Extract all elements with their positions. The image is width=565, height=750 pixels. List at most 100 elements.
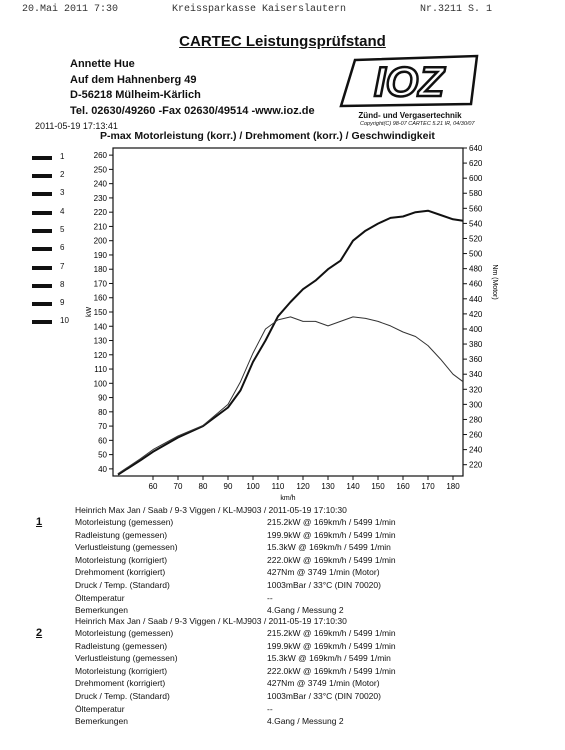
legend-item: 8 (30, 280, 90, 292)
result-row: Bemerkungen 4.Gang / Messung 2 (75, 605, 535, 617)
y-right-tick-label: 220 (469, 461, 483, 470)
y-right-tick-label: 400 (469, 325, 483, 334)
result-row: Öltemperatur -- (75, 593, 535, 605)
legend-item: 1 (30, 152, 90, 164)
y-right-tick-label: 240 (469, 446, 483, 455)
fax-sender: Kreissparkasse Kaiserslautern (172, 4, 347, 15)
result-value: 222.0kW @ 169km/h / 5499 1/min (267, 554, 396, 565)
result-row: Motorleistung (gemessen) 215.2kW @ 169km/… (75, 517, 535, 529)
result-row: Öltemperatur -- (75, 704, 535, 716)
x-tick-label: 150 (371, 482, 385, 491)
result-label: Motorleistung (gemessen) (75, 628, 174, 638)
y-right-tick-label: 580 (469, 189, 483, 198)
ioz-logo: IOZ Zünd- und Vergasertechnik (339, 54, 479, 120)
x-axis-label: km/h (280, 495, 295, 500)
y-right-axis-label: Nm (Motor) (491, 264, 498, 299)
result-row: Druck / Temp. (Standard) 1003mBar / 33°C … (75, 691, 535, 703)
legend-label: 5 (60, 225, 65, 234)
page-title: CARTEC Leistungsprüfstand (179, 33, 386, 50)
legend-item: 2 (30, 170, 90, 182)
legend-swatch (32, 211, 52, 215)
y-right-tick-label: 480 (469, 265, 483, 274)
result-label: Drehmoment (korrigiert) (75, 678, 166, 689)
y-left-tick-label: 250 (94, 165, 108, 174)
y-left-tick-label: 200 (94, 237, 108, 246)
x-tick-label: 180 (446, 482, 460, 491)
y-right-tick-label: 340 (469, 370, 483, 379)
result-value: 199.9kW @ 169km/h / 5499 1/min (267, 529, 396, 540)
legend-item: 5 (30, 225, 90, 237)
y-right-tick-label: 440 (469, 295, 483, 304)
legend-label: 8 (60, 280, 65, 289)
legend-label: 7 (60, 262, 65, 271)
x-tick-label: 100 (246, 482, 260, 491)
legend-swatch (32, 284, 52, 288)
y-left-axis-label: kW (86, 307, 93, 318)
legend-item: 6 (30, 243, 90, 255)
legend-label: 4 (60, 207, 65, 216)
y-left-tick-label: 240 (94, 180, 108, 189)
result-label: Radleistung (gemessen) (75, 529, 168, 540)
x-tick-label: 130 (321, 482, 335, 491)
y-left-tick-label: 150 (94, 308, 108, 317)
result-value: 15.3kW @ 169km/h / 5499 1/min (267, 542, 391, 553)
result-value: 4.Gang / Messung 2 (267, 716, 344, 727)
chart-timestamp: 2011-05-19 17:13:41 (35, 121, 118, 131)
y-left-tick-label: 160 (94, 294, 108, 303)
run-header: Heinrich Max Jan / Saab / 9-3 Viggen / K… (75, 616, 347, 626)
legend-label: 6 (60, 243, 65, 252)
legend-item: 10 (30, 316, 90, 328)
result-label: Motorleistung (korrigiert) (75, 665, 168, 676)
result-label: Öltemperatur (75, 592, 125, 603)
torque-curve (117, 316, 464, 475)
result-row: Motorleistung (gemessen) 215.2kW @ 169km/… (75, 628, 535, 640)
y-right-tick-label: 280 (469, 415, 483, 424)
result-value: 199.9kW @ 169km/h / 5499 1/min (267, 640, 396, 651)
x-tick-label: 140 (346, 482, 360, 491)
fax-number: Nr.3211 S. 1 (420, 4, 493, 15)
result-label: Radleistung (gemessen) (75, 640, 168, 651)
y-left-tick-label: 230 (94, 194, 108, 203)
y-left-tick-label: 180 (94, 265, 108, 274)
y-left-tick-label: 190 (94, 251, 108, 260)
result-value: 15.3kW @ 169km/h / 5499 1/min (267, 653, 391, 664)
result-label: Drehmoment (korrigiert) (75, 567, 166, 578)
fax-date: 20.Mai 2011 7:30 (22, 4, 119, 15)
y-right-tick-label: 320 (469, 385, 483, 394)
legend-swatch (32, 192, 52, 196)
result-value: -- (267, 592, 273, 603)
result-row: Radleistung (gemessen) 199.9kW @ 169km/h … (75, 641, 535, 653)
y-right-tick-label: 540 (469, 219, 483, 228)
y-right-tick-label: 420 (469, 310, 483, 319)
result-label: Öltemperatur (75, 703, 125, 714)
y-left-tick-label: 120 (94, 351, 108, 360)
y-left-tick-label: 220 (94, 208, 108, 217)
result-value: 427Nm @ 3749 1/min (Motor) (267, 678, 380, 689)
legend-swatch (32, 174, 52, 178)
y-right-tick-label: 620 (469, 159, 483, 168)
power-curve (117, 209, 464, 476)
legend-swatch (32, 302, 52, 306)
legend-label: 10 (60, 316, 69, 325)
result-label: Druck / Temp. (Standard) (75, 580, 170, 590)
result-label: Druck / Temp. (Standard) (75, 691, 170, 701)
x-tick-label: 120 (296, 482, 310, 491)
y-right-tick-label: 260 (469, 431, 483, 440)
run-header: Heinrich Max Jan / Saab / 9-3 Viggen / K… (75, 505, 347, 515)
fax-header: 20.Mai 2011 7:30 Kreissparkasse Kaisersl… (0, 2, 565, 18)
address-street: Auf dem Hahnenberg 49 (70, 73, 197, 86)
address-city: D-56218 Mülheim-Kärlich (70, 89, 201, 101)
legend-item: 4 (30, 207, 90, 219)
copyright: Copyright(C) 98-07 CARTEC 5.21 IR, 04/30… (360, 121, 475, 127)
x-tick-label: 110 (272, 482, 285, 491)
result-label: Bemerkungen (75, 716, 128, 727)
y-left-tick-label: 110 (94, 365, 107, 374)
y-left-tick-label: 210 (94, 222, 108, 231)
legend-label: 1 (60, 152, 65, 161)
y-left-tick-label: 130 (94, 337, 108, 346)
result-label: Bemerkungen (75, 605, 128, 616)
y-right-tick-label: 560 (469, 204, 483, 213)
result-value: -- (267, 703, 273, 714)
result-row: Druck / Temp. (Standard) 1003mBar / 33°C … (75, 580, 535, 592)
legend-swatch (32, 229, 52, 233)
